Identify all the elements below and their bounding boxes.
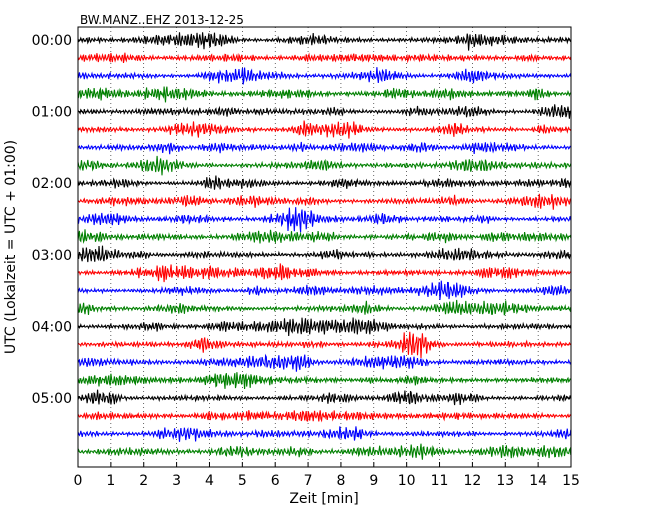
x-tick-label: 2 [139, 473, 148, 489]
x-tick-label: 15 [562, 473, 580, 489]
y-tick-label: 05:00 [32, 391, 72, 407]
trace-line [77, 86, 572, 103]
trace-line [77, 317, 572, 336]
trace-line [77, 280, 571, 301]
y-tick-label: 01:00 [32, 105, 72, 121]
trace-line [77, 229, 572, 244]
trace-line [77, 52, 572, 64]
grid-lines [110, 27, 539, 467]
x-tick-label: 3 [172, 473, 181, 489]
y-tick-label: 04:00 [32, 319, 72, 335]
x-tick-label: 13 [496, 473, 514, 489]
trace-line [77, 353, 572, 372]
x-tick-label: 8 [336, 473, 345, 489]
x-tick-label: 5 [238, 473, 247, 489]
trace-line [77, 372, 571, 390]
trace-line [77, 245, 572, 263]
trace-line [77, 426, 572, 442]
trace-line [77, 104, 572, 119]
trace-line [77, 32, 572, 51]
plot-frame [77, 26, 572, 468]
trace-line [77, 410, 572, 423]
x-axis-label: Zeit [min] [289, 491, 358, 507]
chart-title: BW.MANZ..EHZ 2013-12-25 [80, 13, 244, 27]
x-tick-label: 12 [463, 473, 481, 489]
x-tick-label: 7 [304, 473, 313, 489]
x-tick-label: 10 [398, 473, 416, 489]
x-tick-label: 9 [369, 473, 378, 489]
trace-line [77, 175, 572, 190]
x-tick-label: 0 [74, 473, 83, 489]
x-tick-label: 11 [431, 473, 449, 489]
x-tick-label: 6 [271, 473, 280, 489]
trace-line [77, 120, 572, 139]
x-tick-label: 14 [529, 473, 547, 489]
trace-line [77, 193, 572, 210]
y-axis-label: UTC (Lokalzeit = UTC + 01:00) [3, 140, 19, 354]
y-axis: 00:00 01:00 02:00 03:00 04:00 05:00 [32, 33, 571, 407]
trace-line [77, 389, 572, 406]
trace-line [77, 263, 572, 283]
trace-line [77, 299, 572, 316]
y-tick-label: 02:00 [32, 176, 72, 192]
trace-line [77, 155, 572, 176]
trace-line [77, 331, 572, 359]
y-tick-label: 00:00 [32, 33, 72, 49]
trace-line [77, 141, 572, 155]
trace-line [77, 207, 572, 233]
trace-line [77, 67, 572, 85]
trace-line [77, 443, 572, 460]
y-tick-label: 03:00 [32, 248, 72, 264]
x-axis: 0 1 2 3 4 5 6 7 8 9 10 11 12 13 14 15 [74, 462, 580, 489]
x-tick-label: 1 [106, 473, 115, 489]
seismogram-traces [77, 32, 572, 460]
x-tick-label: 4 [205, 473, 214, 489]
